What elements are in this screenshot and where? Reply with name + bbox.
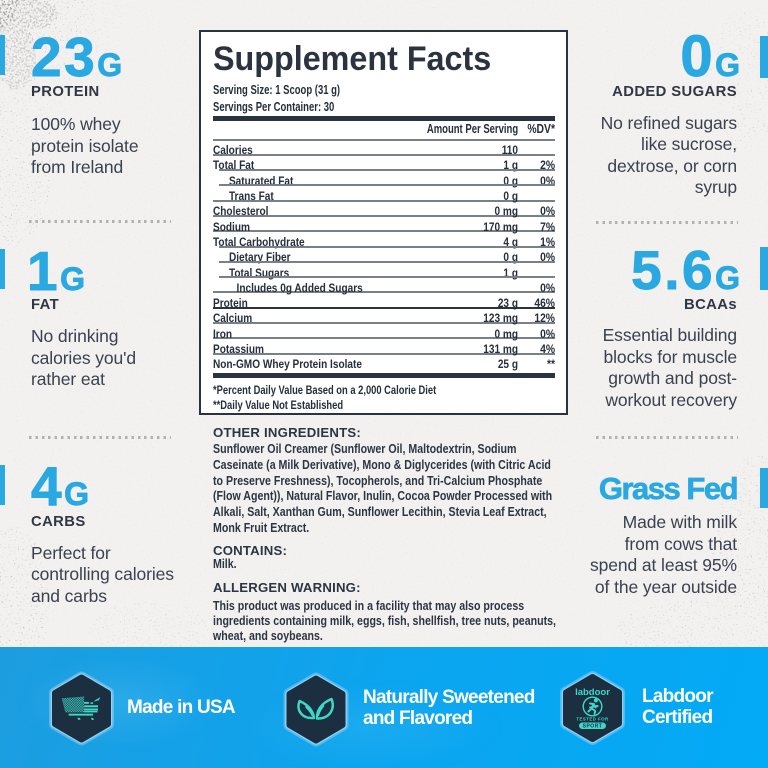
svg-text:labdoor: labdoor xyxy=(575,687,610,698)
svg-text:SPORT: SPORT xyxy=(583,724,603,730)
svg-text:TESTED FOR: TESTED FOR xyxy=(576,717,609,722)
